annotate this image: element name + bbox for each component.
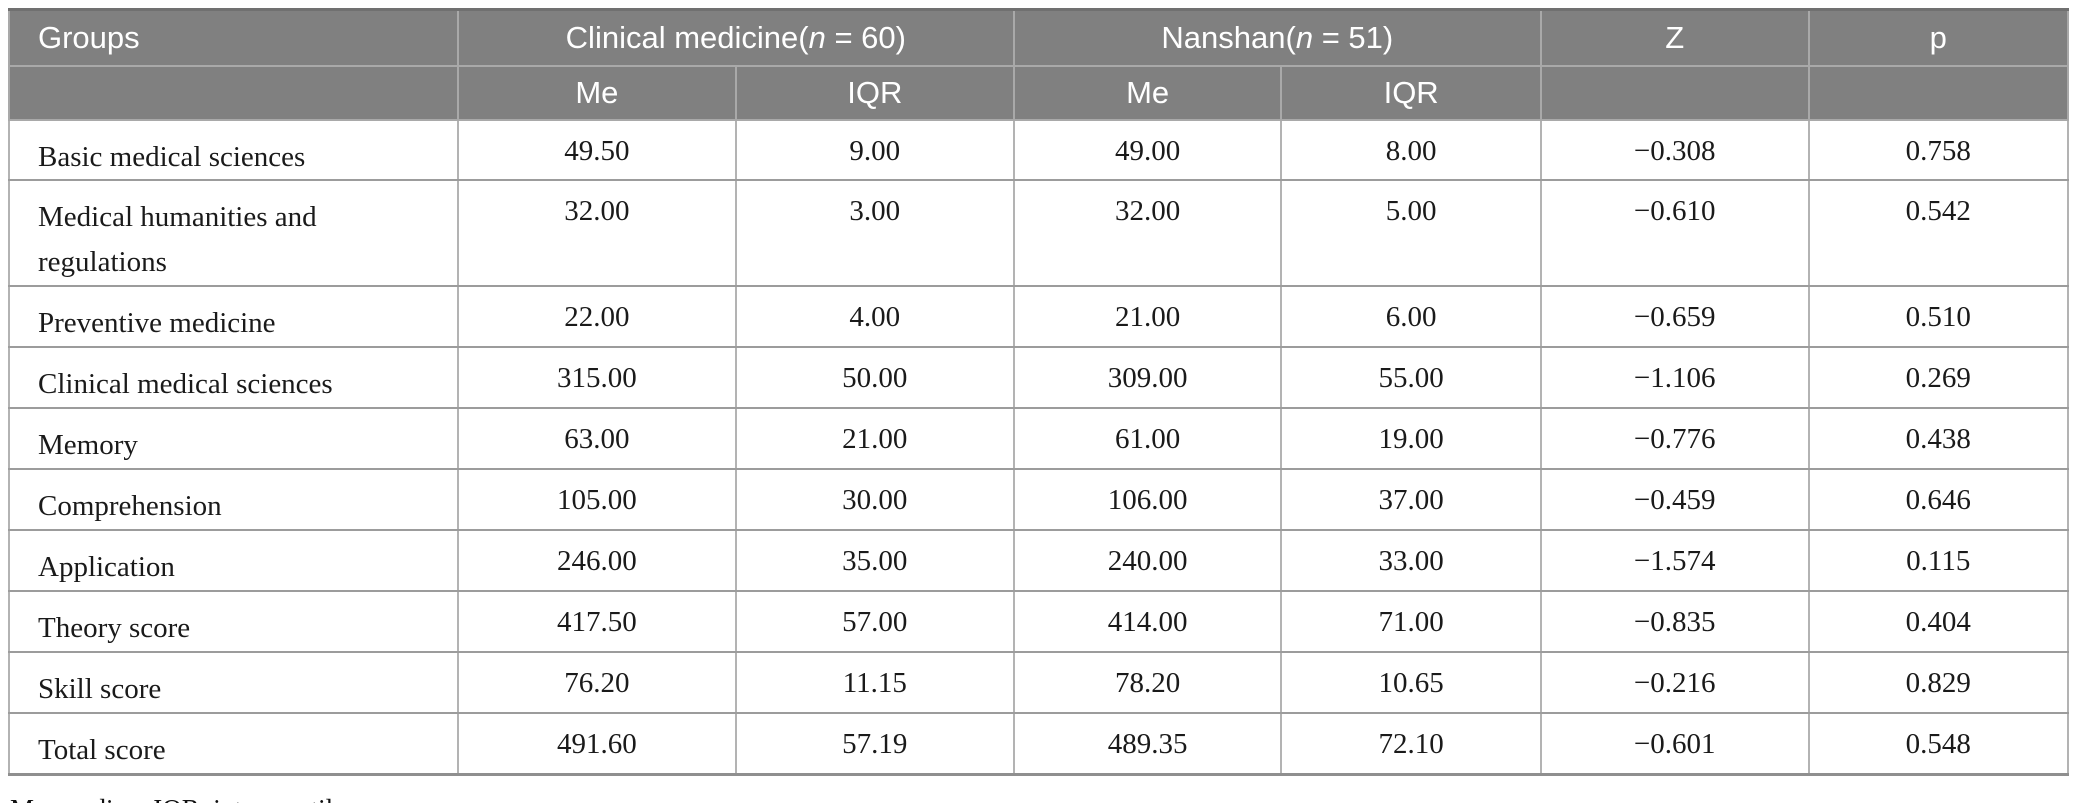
- cm-iqr-cell: 21.00: [734, 407, 1015, 471]
- ns-me-cell: 78.20: [1012, 650, 1283, 714]
- ns-me-cell: 49.00: [1012, 118, 1283, 182]
- p-cell: 0.438: [1807, 407, 2070, 471]
- ns-iqr-cell: 37.00: [1280, 468, 1542, 532]
- ns-me-cell: 106.00: [1012, 468, 1283, 532]
- ns-iqr-cell: 10.65: [1280, 650, 1542, 714]
- header-p: p: [1807, 8, 2070, 67]
- ns-iqr-cell: 5.00: [1280, 179, 1542, 288]
- header-empty-p: [1807, 64, 2070, 121]
- p-cell: 0.269: [1807, 346, 2070, 410]
- header-empty-groups: [8, 64, 459, 121]
- z-cell: −0.601: [1539, 711, 1810, 776]
- ns-iqr-cell: 8.00: [1280, 118, 1542, 182]
- header-clinical-medicine: Clinical medicine(n = 60): [456, 8, 1015, 67]
- header-row-sub: Me IQR Me IQR: [8, 64, 2070, 121]
- group-cell: Memory: [8, 407, 459, 471]
- table-row: Total score 491.60 57.19 489.35 72.10 −0…: [8, 711, 2070, 776]
- p-cell: 0.404: [1807, 590, 2070, 653]
- ns-me-cell: 240.00: [1012, 529, 1283, 592]
- z-cell: −1.574: [1539, 529, 1810, 592]
- z-cell: −0.610: [1539, 179, 1810, 288]
- ns-me-cell: 414.00: [1012, 590, 1283, 653]
- statistics-table: Groups Clinical medicine(n = 60) Nanshan…: [8, 8, 2070, 776]
- cm-iqr-cell: 9.00: [734, 118, 1015, 182]
- ns-iqr-cell: 19.00: [1280, 407, 1542, 471]
- p-cell: 0.542: [1807, 179, 2070, 288]
- ns-iqr-cell: 33.00: [1280, 529, 1542, 592]
- header-cm-me: Me: [456, 64, 737, 121]
- cm-iqr-cell: 3.00: [734, 179, 1015, 288]
- cm-me-cell: 63.00: [456, 407, 737, 471]
- cm-me-cell: 491.60: [456, 711, 737, 776]
- ns-me-cell: 489.35: [1012, 711, 1283, 776]
- cm-iqr-cell: 35.00: [734, 529, 1015, 592]
- header-cm-iqr: IQR: [734, 64, 1015, 121]
- ns-iqr-cell: 55.00: [1280, 346, 1542, 410]
- header-ns-me: Me: [1012, 64, 1283, 121]
- group-cell: Medical humanities and regulations: [8, 179, 459, 288]
- group-cell: Comprehension: [8, 468, 459, 532]
- cm-me-cell: 76.20: [456, 650, 737, 714]
- table-row: Clinical medical sciences 315.00 50.00 3…: [8, 346, 2070, 410]
- header-z: Z: [1539, 8, 1810, 67]
- ns-iqr-cell: 72.10: [1280, 711, 1542, 776]
- ns-me-cell: 32.00: [1012, 179, 1283, 288]
- cm-me-cell: 22.00: [456, 285, 737, 349]
- p-cell: 0.548: [1807, 711, 2070, 776]
- table-row: Theory score 417.50 57.00 414.00 71.00 −…: [8, 590, 2070, 653]
- table-footnote: Me, median; IQR, interquartile range.: [10, 794, 2069, 803]
- p-cell: 0.510: [1807, 285, 2070, 349]
- p-cell: 0.646: [1807, 468, 2070, 532]
- group-cell: Preventive medicine: [8, 285, 459, 349]
- ns-me-cell: 21.00: [1012, 285, 1283, 349]
- header-ns-iqr: IQR: [1280, 64, 1542, 121]
- ns-me-cell: 61.00: [1012, 407, 1283, 471]
- group-cell: Clinical medical sciences: [8, 346, 459, 410]
- z-cell: −0.308: [1539, 118, 1810, 182]
- table-row: Application 246.00 35.00 240.00 33.00 −1…: [8, 529, 2070, 592]
- cm-iqr-cell: 30.00: [734, 468, 1015, 532]
- p-cell: 0.115: [1807, 529, 2070, 592]
- z-cell: −1.106: [1539, 346, 1810, 410]
- cm-iqr-cell: 4.00: [734, 285, 1015, 349]
- group-cell: Skill score: [8, 650, 459, 714]
- p-cell: 0.829: [1807, 650, 2070, 714]
- cm-me-cell: 417.50: [456, 590, 737, 653]
- group-cell: Theory score: [8, 590, 459, 653]
- z-cell: −0.776: [1539, 407, 1810, 471]
- z-cell: −0.459: [1539, 468, 1810, 532]
- table-row: Basic medical sciences 49.50 9.00 49.00 …: [8, 118, 2070, 182]
- cm-me-cell: 315.00: [456, 346, 737, 410]
- group-cell: Application: [8, 529, 459, 592]
- header-groups: Groups: [8, 8, 459, 67]
- cm-iqr-cell: 11.15: [734, 650, 1015, 714]
- z-cell: −0.835: [1539, 590, 1810, 653]
- z-cell: −0.659: [1539, 285, 1810, 349]
- cm-me-cell: 32.00: [456, 179, 737, 288]
- table-row: Comprehension 105.00 30.00 106.00 37.00 …: [8, 468, 2070, 532]
- table-row: Skill score 76.20 11.15 78.20 10.65 −0.2…: [8, 650, 2070, 714]
- ns-iqr-cell: 71.00: [1280, 590, 1542, 653]
- group-cell: Basic medical sciences: [8, 118, 459, 182]
- cm-me-cell: 246.00: [456, 529, 737, 592]
- group-cell: Total score: [8, 711, 459, 776]
- header-row-top: Groups Clinical medicine(n = 60) Nanshan…: [8, 8, 2070, 67]
- cm-me-cell: 49.50: [456, 118, 737, 182]
- cm-iqr-cell: 57.00: [734, 590, 1015, 653]
- table-row: Memory 63.00 21.00 61.00 19.00 −0.776 0.…: [8, 407, 2070, 471]
- z-cell: −0.216: [1539, 650, 1810, 714]
- ns-me-cell: 309.00: [1012, 346, 1283, 410]
- ns-iqr-cell: 6.00: [1280, 285, 1542, 349]
- p-cell: 0.758: [1807, 118, 2070, 182]
- table-row: Preventive medicine 22.00 4.00 21.00 6.0…: [8, 285, 2070, 349]
- header-empty-z: [1539, 64, 1810, 121]
- cm-iqr-cell: 57.19: [734, 711, 1015, 776]
- table-row: Medical humanities and regulations 32.00…: [8, 179, 2070, 288]
- cm-iqr-cell: 50.00: [734, 346, 1015, 410]
- header-nanshan: Nanshan(n = 51): [1012, 8, 1542, 67]
- cm-me-cell: 105.00: [456, 468, 737, 532]
